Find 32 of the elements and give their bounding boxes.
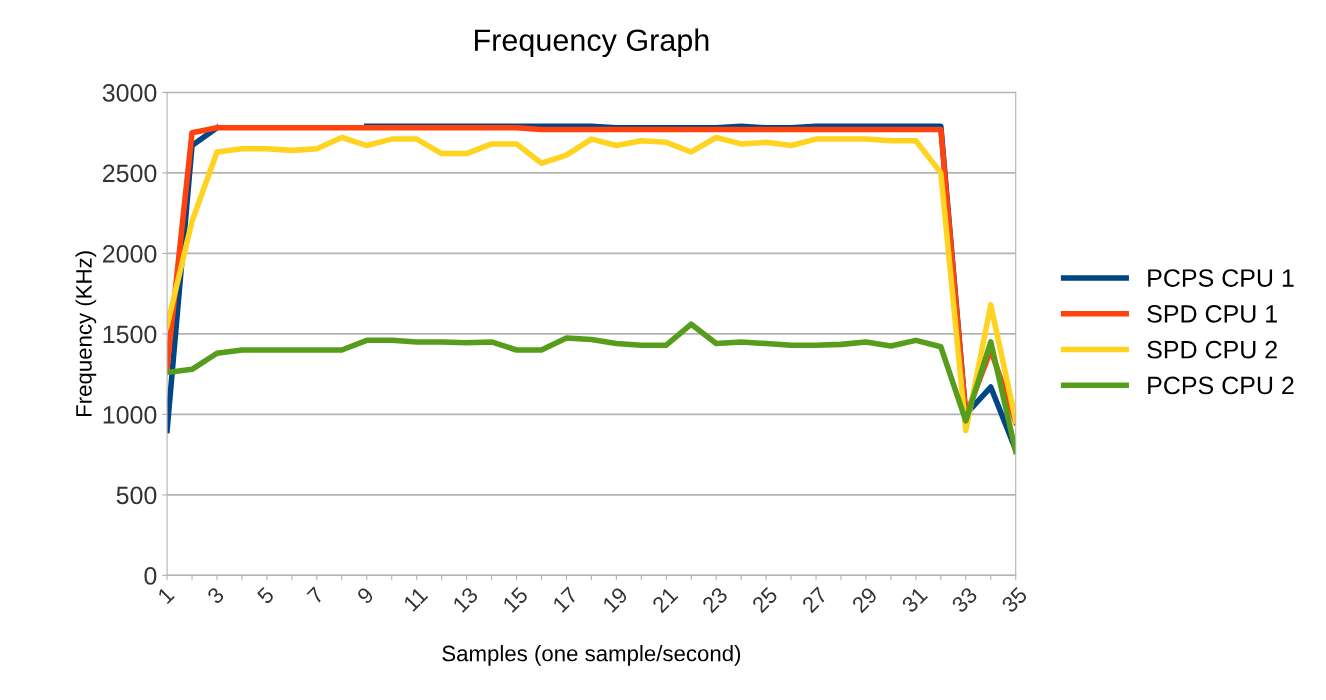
legend-label: PCPS CPU 1 xyxy=(1148,269,1294,287)
y-axis-title: Frequency (KHz) xyxy=(75,251,97,417)
x-tick-label: 11 xyxy=(402,586,429,612)
x-tick-label: 27 xyxy=(801,586,829,614)
x-tick-label: 25 xyxy=(751,586,779,614)
x-tick-label: 19 xyxy=(601,586,629,613)
y-tick-label: 2000 xyxy=(103,245,157,263)
x-tick-label: 1 xyxy=(157,586,175,605)
x-tick-label: 7 xyxy=(306,586,325,605)
x-tick-label: 17 xyxy=(552,586,579,613)
y-tick-label: 1000 xyxy=(103,406,157,424)
x-tick-label: 31 xyxy=(900,586,929,614)
y-tick-label: 2500 xyxy=(103,164,157,183)
x-tick-label: 23 xyxy=(701,586,729,614)
x-tick-label: 29 xyxy=(851,586,879,614)
y-tick-label: 500 xyxy=(116,486,157,505)
legend-label: SPD CPU 1 xyxy=(1147,305,1277,323)
x-tick-label: 5 xyxy=(256,586,275,605)
x-tick-label: 33 xyxy=(950,586,979,614)
legend-label: SPD CPU 2 xyxy=(1147,340,1277,359)
x-tick-label: 35 xyxy=(1000,586,1029,614)
y-tick-label: 3000 xyxy=(102,84,157,102)
x-tick-label: 13 xyxy=(452,586,479,613)
x-tick-label: 15 xyxy=(502,586,529,613)
legend-label: PCPS CPU 2 xyxy=(1148,376,1294,395)
x-tick-label: 21 xyxy=(651,586,679,614)
chart-title: Frequency Graph xyxy=(475,28,709,58)
x-axis-title: Samples (one sample/second) xyxy=(442,645,741,666)
x-tick-label: 3 xyxy=(206,586,225,605)
y-tick-label: 1500 xyxy=(103,325,157,344)
x-tick-label: 9 xyxy=(356,586,375,605)
y-tick-label: 0 xyxy=(144,567,157,585)
